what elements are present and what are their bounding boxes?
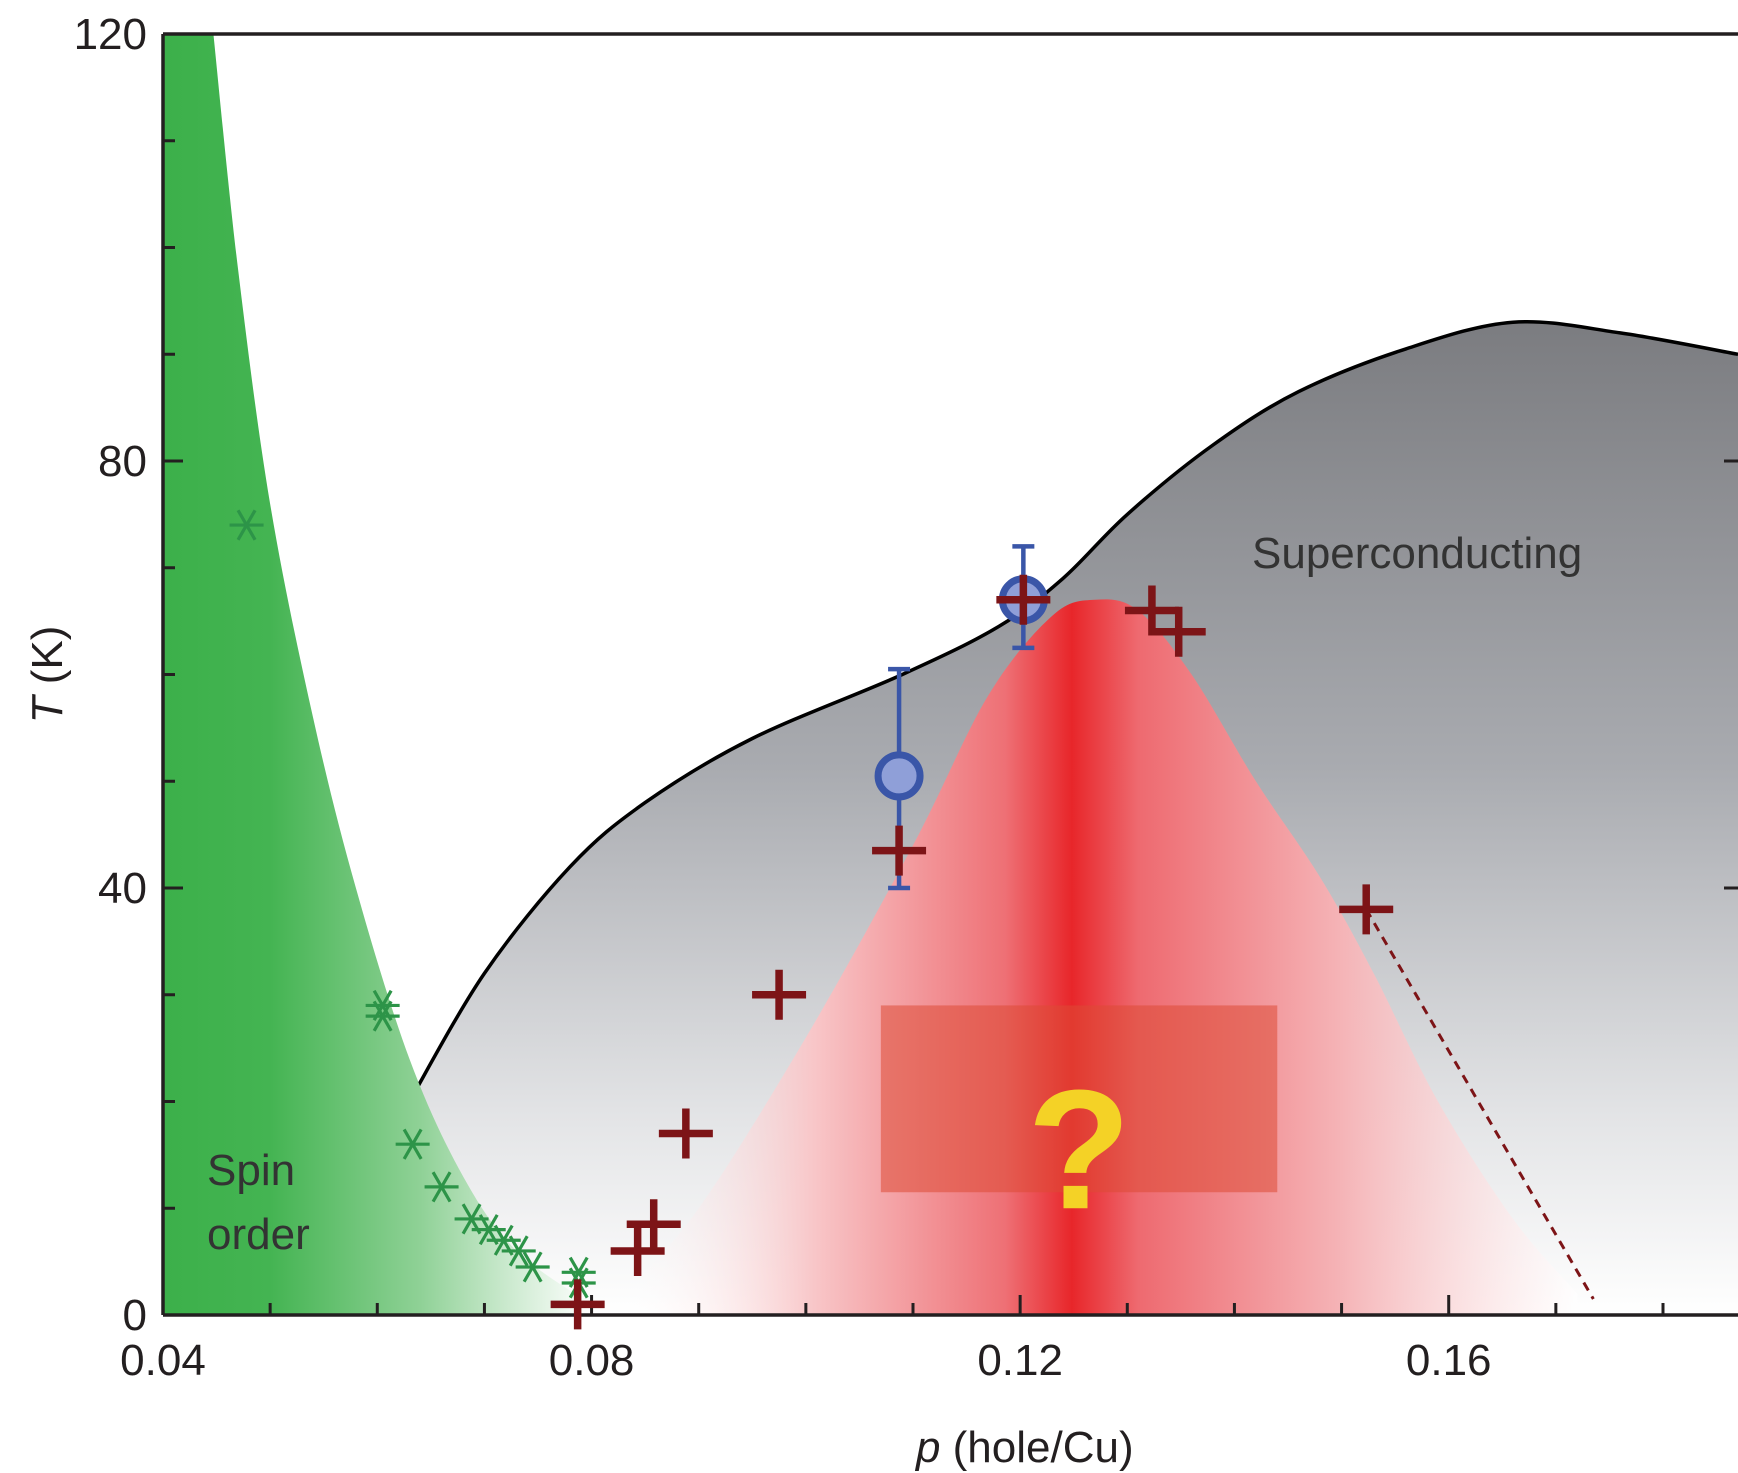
y-tick-label: 80 (98, 437, 147, 486)
x-tick-label: 0.16 (1406, 1336, 1492, 1385)
charge-order-point (872, 825, 927, 876)
charge-order-point (752, 969, 807, 1020)
charge-order-point (658, 1108, 713, 1159)
spin-order-region (163, 34, 592, 1315)
x-axis-variable: p (914, 1423, 940, 1472)
x-tick-label: 0.08 (549, 1336, 635, 1385)
spin-order-point (501, 1235, 536, 1267)
charge-order-point (626, 1199, 681, 1250)
charge-order-point (1124, 585, 1179, 636)
spin-order-point (395, 1128, 430, 1160)
spin-order-label-line2: order (207, 1210, 310, 1259)
charge-order-dome-region (623, 599, 1578, 1315)
charge-order-dashed-extension (1364, 908, 1595, 1300)
charge-order-point (1151, 606, 1206, 657)
y-axis-variable: T (23, 693, 72, 723)
y-tick-label: 40 (98, 864, 147, 913)
spin-order-label: Spin (207, 1146, 295, 1195)
spin-order-point (229, 509, 264, 541)
x-axis-title: p (hole/Cu) (914, 1423, 1134, 1472)
spin-order-point (365, 1000, 400, 1032)
charge-order-point (1339, 884, 1394, 935)
y-axis-unit: (K) (23, 626, 72, 697)
charge-order-point (610, 1225, 665, 1276)
superconducting-label: Superconducting (1252, 529, 1582, 578)
charge-order-point (550, 1279, 605, 1330)
data-circle (874, 751, 924, 801)
superconducting-transition-point (874, 666, 924, 891)
spin-order-point (515, 1251, 550, 1283)
superconducting-dome-boundary (407, 319, 1738, 1103)
y-tick-label: 120 (74, 10, 147, 59)
x-tick-label: 0.12 (977, 1336, 1063, 1385)
unknown-region-box (880, 1005, 1278, 1193)
y-axis-title: T (K) (23, 626, 72, 724)
unknown-phase-question-mark: ? (1027, 1055, 1131, 1245)
charge-order-point (996, 574, 1051, 625)
y-tick-label: 0 (123, 1291, 147, 1340)
x-axis-unit: (hole/Cu) (940, 1423, 1133, 1472)
spin-order-point (424, 1171, 459, 1203)
x-tick-label: 0.04 (120, 1336, 206, 1385)
